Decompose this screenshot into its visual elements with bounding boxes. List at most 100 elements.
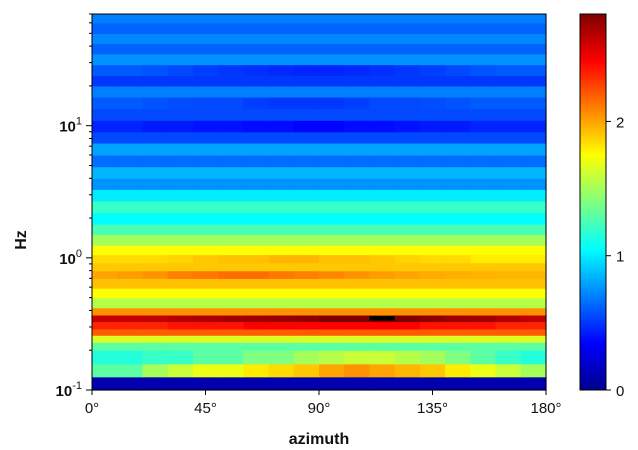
heatmap-cell xyxy=(117,307,144,316)
heatmap-cell xyxy=(268,166,295,179)
heatmap-cell xyxy=(344,245,371,256)
heatmap-cell xyxy=(142,314,169,323)
heatmap-cell xyxy=(167,212,194,225)
heatmap-cell xyxy=(218,200,244,214)
heatmap-cell xyxy=(243,33,270,44)
heatmap-cell xyxy=(470,189,497,202)
heatmap-cell xyxy=(319,22,345,34)
heatmap-cell xyxy=(218,342,244,351)
heatmap-cell xyxy=(344,376,371,391)
heatmap-cell xyxy=(495,14,522,24)
heatmap-cell xyxy=(167,142,194,156)
heatmap-cell xyxy=(470,297,497,309)
heatmap-cell xyxy=(243,155,270,168)
heatmap-cell xyxy=(243,120,270,133)
heatmap-cell xyxy=(243,234,270,246)
heatmap-cell xyxy=(192,108,219,121)
heatmap-cell xyxy=(394,270,421,279)
heatmap-cell xyxy=(142,166,169,179)
heatmap-cell xyxy=(369,350,396,365)
heatmap-cell xyxy=(92,108,118,121)
heatmap-cell xyxy=(142,14,169,24)
heatmap-cell xyxy=(495,262,522,272)
heatmap-cell xyxy=(218,142,244,156)
heatmap-cell xyxy=(92,14,118,24)
heatmap-cell xyxy=(319,350,345,365)
heatmap-cell xyxy=(344,234,371,246)
heatmap-cell xyxy=(520,335,547,343)
heatmap-cell xyxy=(445,178,471,190)
heatmap-cell xyxy=(167,64,194,77)
heatmap-cell xyxy=(520,363,547,378)
heatmap-cell xyxy=(369,328,396,336)
heatmap-cell xyxy=(167,85,194,98)
heatmap-cell xyxy=(344,75,371,87)
heatmap-cell xyxy=(319,142,345,156)
heatmap-cell xyxy=(445,245,471,256)
heatmap-cell xyxy=(268,376,295,391)
heatmap-cell xyxy=(520,321,547,330)
heatmap-cell xyxy=(167,350,194,365)
heatmap-cell xyxy=(419,212,446,225)
heatmap-cell xyxy=(268,245,295,256)
heatmap-cell xyxy=(495,142,522,156)
heatmap-cell xyxy=(470,43,497,55)
heatmap-cell xyxy=(319,189,345,202)
heatmap-cell xyxy=(218,376,244,391)
heatmap-cell xyxy=(445,307,471,316)
heatmap-cell xyxy=(470,254,497,264)
heatmap-cell xyxy=(293,234,320,246)
x-tick-label: 180° xyxy=(530,400,561,417)
heatmap-cell xyxy=(293,314,320,323)
heatmap-cell xyxy=(495,189,522,202)
heatmap-cell xyxy=(520,342,547,351)
heatmap-cell xyxy=(445,131,471,144)
heatmap-cell xyxy=(319,270,345,279)
heatmap-cell xyxy=(319,234,345,246)
heatmap-cell xyxy=(293,96,320,110)
heatmap-cell xyxy=(268,307,295,316)
heatmap-cell xyxy=(470,278,497,289)
heatmap-cell xyxy=(319,108,345,121)
heatmap-cell xyxy=(495,234,522,246)
heatmap-cell xyxy=(344,43,371,55)
heatmap-cell xyxy=(92,33,118,44)
heatmap-cell xyxy=(419,108,446,121)
heatmap-cell xyxy=(268,33,295,44)
heatmap-cell xyxy=(394,75,421,87)
heatmap-cell xyxy=(319,75,345,87)
heatmap-cell xyxy=(192,278,219,289)
heatmap-cell xyxy=(293,142,320,156)
heatmap-cell xyxy=(167,200,194,214)
heatmap-cell xyxy=(495,254,522,264)
heatmap-cell xyxy=(520,96,547,110)
heatmap-cell xyxy=(344,200,371,214)
heatmap-cell xyxy=(117,297,144,309)
heatmap-cell xyxy=(470,245,497,256)
heatmap-cell xyxy=(167,75,194,87)
heatmap-cell xyxy=(419,33,446,44)
heatmap-cell xyxy=(369,200,396,214)
y-tick-label: 101 xyxy=(59,116,82,136)
heatmap-cell xyxy=(192,200,219,214)
heatmap-cell xyxy=(192,14,219,24)
heatmap-cell xyxy=(142,297,169,309)
heatmap-cell xyxy=(520,212,547,225)
heatmap-cell xyxy=(344,96,371,110)
heatmap-cell xyxy=(218,307,244,316)
heatmap-cell xyxy=(117,189,144,202)
heatmap-cell xyxy=(142,64,169,77)
heatmap-cell xyxy=(495,43,522,55)
heatmap-cell xyxy=(117,328,144,336)
heatmap-cell xyxy=(369,131,396,144)
heatmap-cell xyxy=(369,335,396,343)
heatmap-cell xyxy=(344,64,371,77)
heatmap-cell xyxy=(167,254,194,264)
heatmap-cell xyxy=(495,64,522,77)
heatmap-cell xyxy=(394,376,421,391)
heatmap-cell xyxy=(419,120,446,133)
heatmap-cell xyxy=(369,342,396,351)
heatmap-cell xyxy=(470,335,497,343)
heatmap-cell xyxy=(192,22,219,34)
heatmap-cell xyxy=(470,262,497,272)
